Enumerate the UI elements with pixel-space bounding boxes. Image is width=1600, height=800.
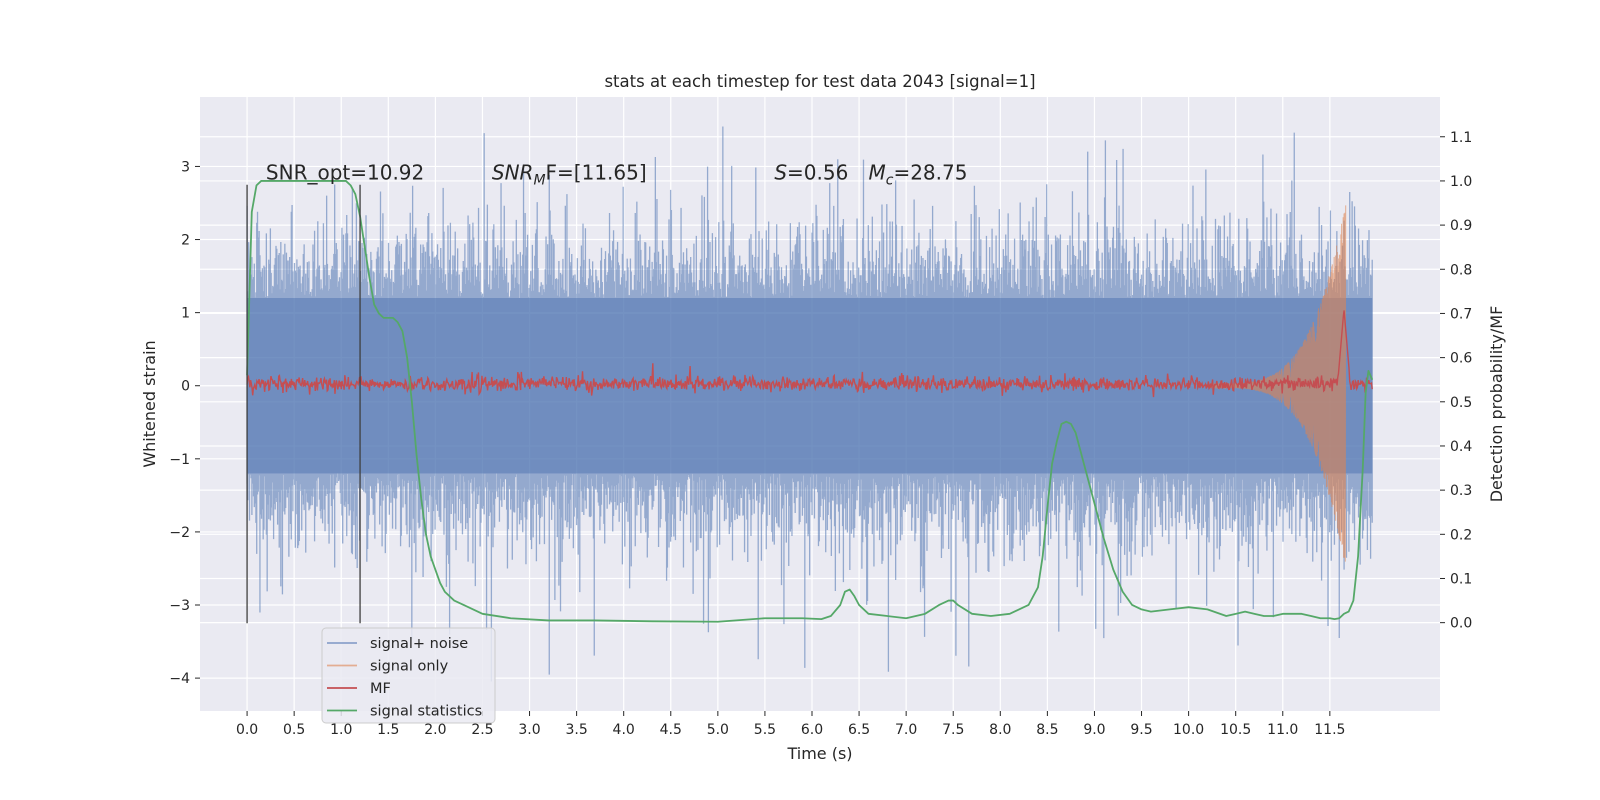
x-tick-label-5: 2.5 xyxy=(471,722,493,738)
y2-tick-label-3: 0.8 xyxy=(1450,262,1472,278)
x-axis-title: Time (s) xyxy=(786,744,852,763)
legend-label-2: MF xyxy=(370,681,391,697)
legend-box xyxy=(321,627,496,724)
annotation-snr-mf: SNRMF=[11.65] xyxy=(492,161,647,189)
x-tick-label-14: 7.0 xyxy=(895,722,917,738)
y-tick-label-6: −3 xyxy=(169,598,190,614)
y-tick-label-0: 3 xyxy=(181,159,190,175)
x-tick-label-7: 3.5 xyxy=(565,722,587,738)
legend-label-0: signal+ noise xyxy=(370,636,468,652)
chart-title: stats at each timestep for test data 204… xyxy=(604,72,1035,91)
x-tick-label-0: 0.0 xyxy=(236,722,258,738)
legend-label-3: signal statistics xyxy=(370,704,482,720)
y2-axis-title: Detection probability/MF xyxy=(1487,306,1506,503)
x-tick-label-18: 9.0 xyxy=(1083,722,1105,738)
y-tick-label-5: −2 xyxy=(169,525,190,541)
y2-tick-label-9: 0.2 xyxy=(1450,527,1472,543)
annotation-mc-val-sub: c xyxy=(886,173,894,189)
series-mf xyxy=(246,310,1373,398)
legend-label-1: signal only xyxy=(370,659,449,675)
y-tick-label-2: 1 xyxy=(181,306,190,322)
y2-tick-label-4: 0.7 xyxy=(1450,306,1472,322)
annotation-snr-opt: SNR_opt=10.92 xyxy=(266,161,424,185)
x-tick-label-4: 2.0 xyxy=(424,722,446,738)
x-tick-label-9: 4.5 xyxy=(660,722,682,738)
x-tick-label-2: 1.0 xyxy=(330,722,352,738)
x-tick-label-15: 7.5 xyxy=(942,722,964,738)
legend: signal+ noise signal only MF signal statist… xyxy=(321,627,496,724)
y2-tick-label-5: 0.6 xyxy=(1450,351,1472,367)
x-tick-label-3: 1.5 xyxy=(377,722,399,738)
annotation-s-val-base: S xyxy=(774,161,787,185)
annotation-mc-val: Mc=28.75 xyxy=(868,161,967,189)
series-signal-statistics xyxy=(246,180,1374,623)
y2-tick-label-7: 0.4 xyxy=(1450,439,1472,455)
x-tick-label-23: 11.5 xyxy=(1314,722,1345,738)
x-tick-label-17: 8.5 xyxy=(1036,722,1058,738)
annotation-snr-mf-sub: M xyxy=(533,173,545,189)
x-tick-label-1: 0.5 xyxy=(283,722,305,738)
vertical-markers xyxy=(246,184,361,624)
y-axis-title: Whitened strain xyxy=(140,340,159,467)
y2-tick-label-10: 0.1 xyxy=(1450,571,1472,587)
x-tick-label-11: 5.5 xyxy=(754,722,776,738)
y2-tick-label-2: 0.9 xyxy=(1450,218,1472,234)
annotation-mc-val-rest: =28.75 xyxy=(893,161,967,185)
x-tick-label-20: 10.0 xyxy=(1173,722,1204,738)
y-tick-label-3: 0 xyxy=(181,379,190,395)
annotations: SNR_opt=10.92 SNRMF=[11.65] S=0.56 Mc=28.75 xyxy=(266,161,968,189)
annotation-s-val: S=0.56 xyxy=(774,161,848,185)
x-tick-label-21: 10.5 xyxy=(1220,722,1251,738)
y-tick-label-7: −4 xyxy=(169,671,190,687)
y2-tick-label-8: 0.3 xyxy=(1450,483,1472,499)
y-tick-label-4: −1 xyxy=(169,452,190,468)
annotation-snr-mf-rest: F=[11.65] xyxy=(546,161,647,185)
y2-tick-label-0: 1.1 xyxy=(1450,130,1472,146)
x-tick-label-6: 3.0 xyxy=(518,722,540,738)
y-tick-label-1: 2 xyxy=(181,233,190,249)
series-layer xyxy=(246,126,1374,682)
x-tick-label-16: 8.0 xyxy=(989,722,1011,738)
tick-labels: 0.0 0.5 1.0 1.5 2.0 2.5 3.0 3.5 4.0 4.5 5.0 5.5 6.0 6… xyxy=(169,130,1472,738)
annotation-s-val-rest: =0.56 xyxy=(787,161,848,185)
annotation-mc-val-base: M xyxy=(868,161,885,185)
y2-tick-label-6: 0.5 xyxy=(1450,395,1472,411)
x-tick-label-10: 5.0 xyxy=(707,722,729,738)
annotation-snr-mf-base: SNR xyxy=(492,161,534,185)
x-tick-label-22: 11.0 xyxy=(1267,722,1298,738)
y2-tick-label-11: 0.0 xyxy=(1450,616,1472,632)
x-tick-label-8: 4.0 xyxy=(613,722,635,738)
x-tick-label-13: 6.5 xyxy=(848,722,870,738)
x-tick-label-19: 9.5 xyxy=(1130,722,1152,738)
y2-tick-label-1: 1.0 xyxy=(1450,174,1472,190)
x-tick-label-12: 6.0 xyxy=(801,722,823,738)
